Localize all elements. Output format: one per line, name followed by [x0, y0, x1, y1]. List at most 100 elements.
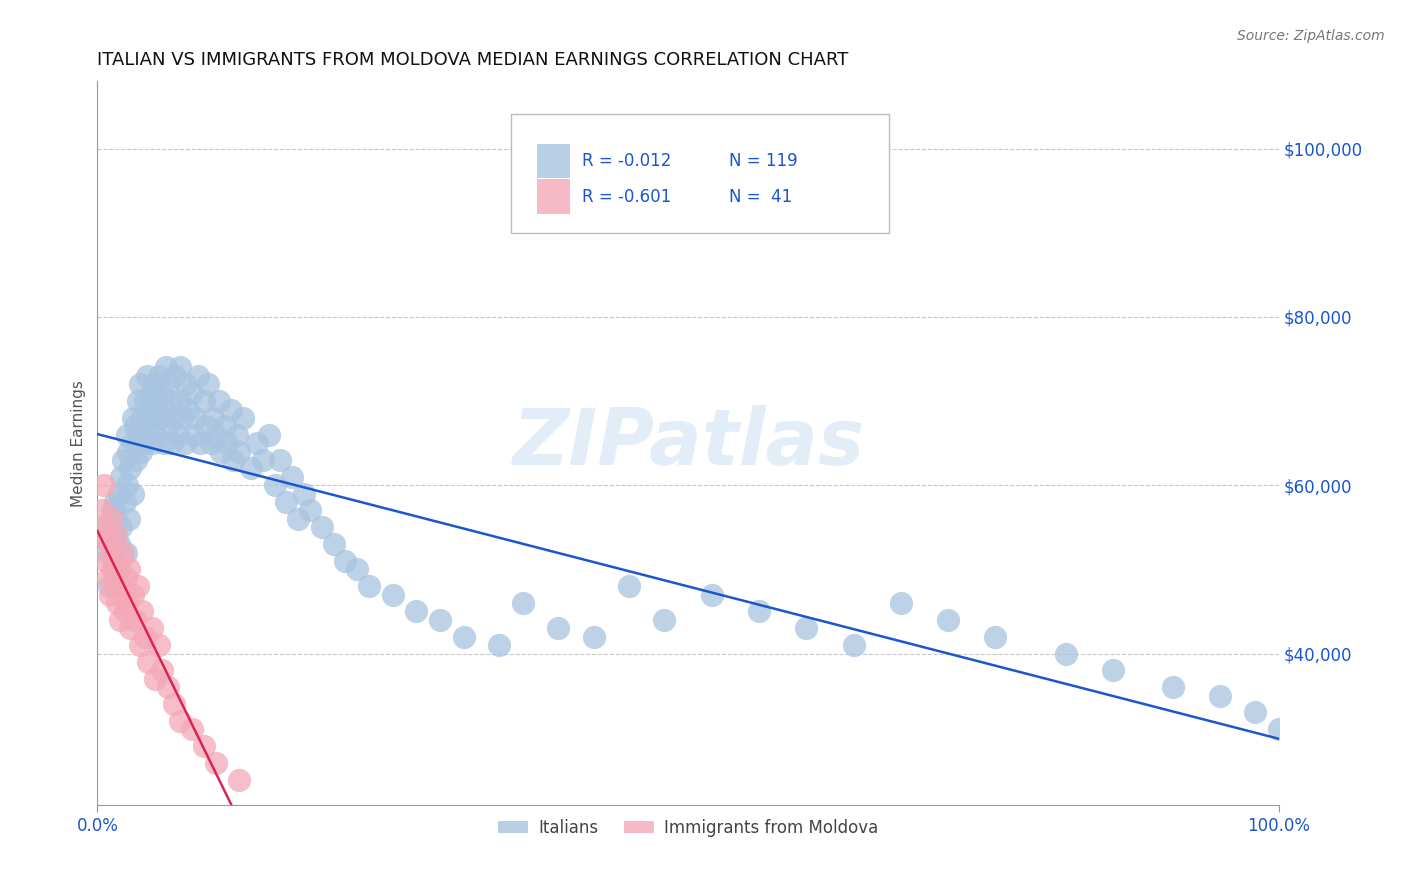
Point: [121, 436, 143, 450]
Point: [183, 427, 205, 442]
Point: [143, 672, 166, 686]
Point: [165, 368, 187, 383]
Point: [121, 411, 143, 425]
Point: [120, 621, 142, 635]
Point: [98, 588, 121, 602]
Point: [150, 664, 173, 678]
Point: [202, 411, 225, 425]
Point: [512, 596, 534, 610]
Point: [115, 427, 138, 442]
Point: [100, 512, 122, 526]
Point: [98, 579, 121, 593]
Point: [134, 436, 156, 450]
Point: [108, 613, 131, 627]
Point: [204, 427, 226, 442]
Point: [214, 419, 236, 434]
Point: [143, 377, 166, 392]
Point: [149, 411, 172, 425]
Point: [142, 411, 165, 425]
Point: [547, 621, 569, 635]
Point: [239, 461, 262, 475]
Point: [136, 419, 159, 434]
Point: [228, 772, 250, 787]
Point: [311, 520, 333, 534]
Point: [180, 723, 202, 737]
Point: [114, 495, 136, 509]
Point: [124, 613, 146, 627]
Point: [1054, 647, 1077, 661]
Point: [299, 503, 322, 517]
Point: [346, 562, 368, 576]
Point: [292, 486, 315, 500]
Text: N = 119: N = 119: [730, 152, 799, 170]
Point: [163, 411, 186, 425]
Point: [104, 579, 127, 593]
Point: [488, 638, 510, 652]
Point: [112, 545, 135, 559]
Point: [281, 470, 304, 484]
Point: [141, 621, 163, 635]
Point: [107, 537, 129, 551]
Text: Source: ZipAtlas.com: Source: ZipAtlas.com: [1237, 29, 1385, 43]
Point: [700, 588, 723, 602]
Point: [105, 529, 128, 543]
Point: [169, 360, 191, 375]
Point: [91, 520, 114, 534]
Point: [93, 478, 115, 492]
Point: [105, 512, 128, 526]
Point: [145, 427, 167, 442]
Point: [148, 368, 170, 383]
Point: [101, 562, 124, 576]
Point: [121, 588, 143, 602]
Point: [117, 444, 139, 458]
Point: [107, 596, 129, 610]
Point: [276, 495, 298, 509]
Point: [654, 613, 676, 627]
Point: [222, 453, 245, 467]
Point: [110, 579, 132, 593]
Point: [141, 436, 163, 450]
Point: [128, 377, 150, 392]
Point: [174, 377, 197, 392]
Point: [453, 630, 475, 644]
Point: [246, 436, 269, 450]
Point: [124, 419, 146, 434]
Point: [359, 579, 381, 593]
Point: [134, 394, 156, 409]
Point: [195, 419, 218, 434]
Point: [1268, 723, 1291, 737]
Point: [112, 453, 135, 467]
Point: [134, 630, 156, 644]
Text: N =  41: N = 41: [730, 187, 793, 206]
Point: [104, 495, 127, 509]
Point: [204, 756, 226, 770]
Point: [98, 537, 121, 551]
Point: [169, 394, 191, 409]
Point: [115, 478, 138, 492]
Point: [193, 394, 215, 409]
Point: [257, 427, 280, 442]
Point: [157, 377, 180, 392]
Text: R = -0.012: R = -0.012: [582, 152, 671, 170]
Point: [128, 638, 150, 652]
Point: [582, 630, 605, 644]
Point: [890, 596, 912, 610]
Y-axis label: Median Earnings: Median Earnings: [72, 380, 86, 507]
Point: [209, 444, 232, 458]
Point: [159, 394, 181, 409]
Point: [794, 621, 817, 635]
Point: [984, 630, 1007, 644]
Point: [150, 385, 173, 400]
Point: [381, 588, 404, 602]
Point: [172, 411, 194, 425]
Point: [936, 613, 959, 627]
Text: R = -0.601: R = -0.601: [582, 187, 671, 206]
Point: [148, 638, 170, 652]
Point: [120, 461, 142, 475]
Point: [1161, 680, 1184, 694]
Point: [131, 605, 153, 619]
Point: [114, 605, 136, 619]
Point: [180, 385, 202, 400]
Point: [157, 419, 180, 434]
Point: [129, 444, 152, 458]
